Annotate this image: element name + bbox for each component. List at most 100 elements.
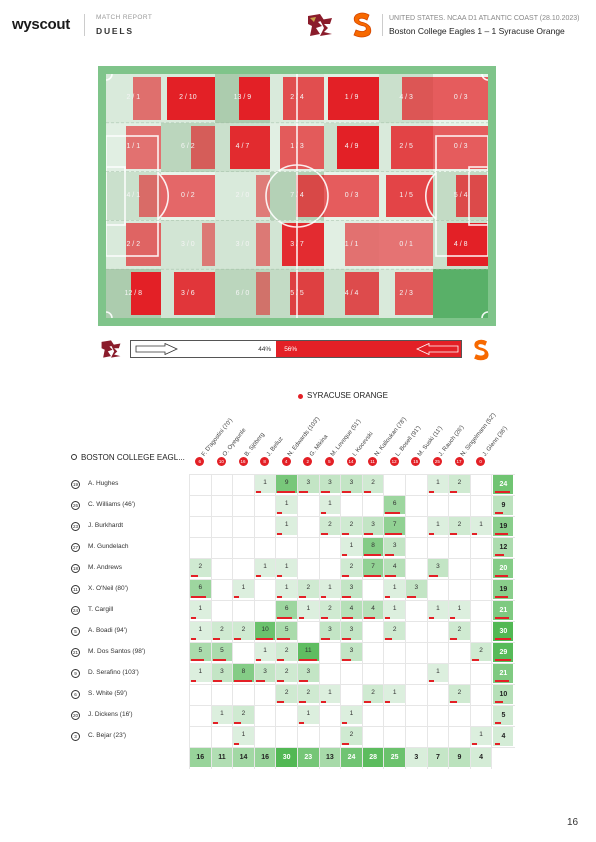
matrix-cell-bar: [277, 491, 295, 493]
zone-away-share: [279, 125, 325, 169]
row-player-number: 18: [71, 564, 80, 573]
row-player-name: S. White (59'): [88, 690, 128, 697]
zone-label: 0 / 2: [181, 192, 195, 199]
matrix-cell: [341, 475, 362, 493]
zone-label: 6 / 0: [235, 289, 250, 297]
zone-away-share: [378, 223, 434, 267]
matrix-cell: [319, 685, 341, 703]
zone-label: 3 / 0: [181, 240, 195, 248]
zone-away-share: [126, 125, 161, 169]
header-divider: [84, 14, 85, 36]
matrix-cell-value: 6: [392, 500, 397, 507]
grid-row-line: [189, 474, 516, 475]
matrix-cell-value: 1: [479, 731, 483, 738]
column-player-name: J. Belluz: [265, 436, 285, 458]
matrix-cell-bar: [471, 659, 479, 661]
row-total: 24: [493, 475, 514, 494]
matrix-cell-bar: [385, 575, 397, 577]
matrix-cell-bar: [320, 512, 326, 514]
zone-away-share: [290, 272, 325, 315]
matrix-cell-value: 1: [284, 584, 289, 591]
grid-col-line: [340, 474, 342, 769]
zone-away-share: [230, 125, 270, 169]
matrix-cell-value: 7: [371, 563, 375, 570]
matrix-cell-bar: [320, 533, 328, 535]
matrix-cell-bar: [212, 638, 220, 640]
matrix-cell: [427, 601, 449, 619]
row-player-number: 21: [71, 648, 80, 657]
matrix-cell: [341, 622, 362, 640]
matrix-cell-value: 8: [241, 668, 246, 675]
matrix-cell: [341, 517, 362, 535]
column-total: 11: [211, 748, 233, 767]
column-total: 13: [319, 748, 341, 767]
matrix-cell-value: 1: [436, 521, 440, 528]
zone-away-share: [283, 77, 325, 120]
row-total: 20: [493, 559, 514, 578]
row-total: 19: [493, 517, 514, 536]
matrix-cell-bar: [191, 617, 196, 619]
row-total: 9: [493, 496, 514, 515]
matrix-cell: [211, 622, 233, 640]
column-player-number: 25: [432, 457, 442, 466]
matrix-cell: [362, 685, 384, 703]
matrix-cell: [233, 727, 254, 745]
matrix-cell-bar: [212, 722, 218, 724]
matrix-cell: [384, 517, 405, 535]
matrix-cell-bar: [363, 617, 375, 619]
matrix-cell-value: 2: [349, 563, 354, 570]
boston-college-logo-small-icon: [101, 340, 121, 358]
matrix-cell-value: 1: [328, 689, 332, 696]
matrix-cell-bar: [277, 596, 283, 598]
zone-away-share: [201, 223, 216, 267]
matrix-cell-value: 3: [220, 668, 224, 675]
matrix-cell-bar: [385, 596, 391, 598]
column-player-number: 11: [368, 457, 378, 466]
matrix-cell: [276, 517, 297, 535]
zone-away-share: [174, 272, 216, 315]
matrix-cell-bar: [277, 512, 283, 514]
grid-col-line: [383, 474, 385, 769]
zone-label: 1 / 5: [399, 192, 413, 199]
zone-label: 6 / 2: [181, 143, 195, 151]
matrix-cell-bar: [385, 701, 391, 703]
matrix-cell: [427, 559, 449, 577]
matrix-cell: [298, 601, 319, 619]
matrix-cell-value: 3: [306, 479, 311, 486]
zone-away-share: [281, 223, 325, 267]
pitch: 2 / 1 2 / 10 13 / 9 2 / 4 1 / 9 4 / 3 0 / 3 1 /…: [106, 74, 488, 318]
row-player-number: 27: [71, 543, 80, 552]
matrix-cell: [276, 475, 297, 493]
matrix-cell-bar: [320, 638, 330, 640]
matrix-cell-value: 3: [349, 647, 354, 654]
zone-away-share: [456, 174, 488, 218]
zone-away-share: [402, 77, 434, 120]
matrix-cell-value: 2: [328, 605, 332, 612]
matrix-cell-bar: [299, 722, 304, 724]
matrix-cell-bar: [471, 533, 477, 535]
row-total-bar: [495, 554, 505, 556]
zone-label: 1 / 1: [344, 240, 359, 248]
matrix-cell-value: 3: [263, 668, 267, 675]
matrix-cell-bar: [191, 638, 196, 640]
matrix-cell: [276, 685, 297, 703]
matrix-cell-bar: [428, 575, 438, 577]
column-player-number: 8: [260, 457, 270, 466]
matrix-cell: [384, 559, 405, 577]
matrix-cell-value: 2: [306, 689, 311, 696]
matrix-cell-value: 1: [284, 521, 289, 528]
row-total: 21: [493, 601, 514, 620]
matrix-cell: [362, 538, 384, 556]
zone-label: 4 / 9: [344, 143, 359, 151]
matrix-cell-value: 4: [349, 605, 354, 612]
matrix-cell: [298, 685, 319, 703]
grid-row-line: [189, 579, 516, 580]
grid-col-line: [318, 474, 320, 769]
zone-away-share: [256, 272, 270, 315]
zone-away-share: [328, 77, 379, 120]
matrix-cell-value: 3: [306, 668, 311, 675]
matrix-cell-value: 5: [220, 647, 224, 654]
matrix-cell-value: 1: [306, 710, 311, 717]
grid-col-line: [469, 474, 471, 769]
row-total-bar: [495, 533, 508, 535]
